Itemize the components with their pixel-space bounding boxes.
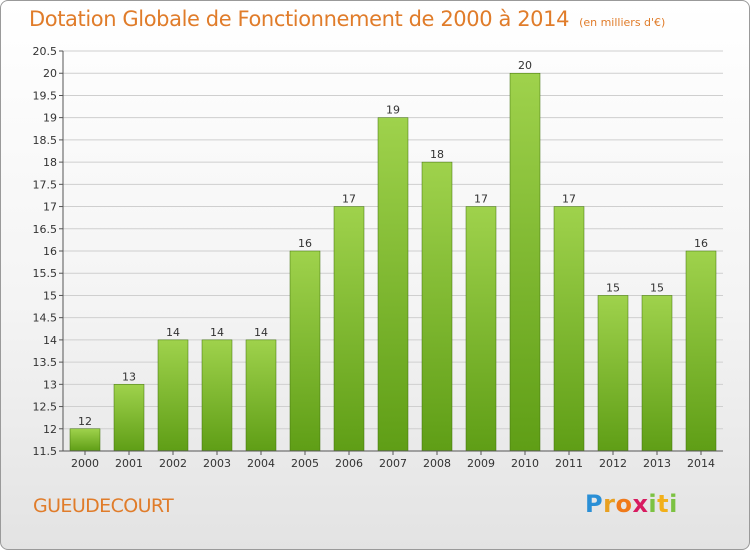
x-tick-label: 2013	[643, 457, 671, 470]
bar	[685, 250, 717, 452]
bar-value-label: 15	[606, 281, 620, 294]
bar-value-label: 14	[210, 326, 224, 339]
bar-value-label: 17	[474, 193, 488, 206]
bar	[157, 339, 189, 452]
bar-value-label: 19	[386, 104, 400, 117]
bar-value-label: 17	[562, 193, 576, 206]
bar-value-label: 14	[254, 326, 268, 339]
x-tick-label: 2008	[423, 457, 451, 470]
y-tick-label: 14.5	[33, 312, 58, 325]
bar	[333, 206, 365, 452]
x-tick-label: 2000	[71, 457, 99, 470]
y-tick-label: 15.5	[33, 267, 58, 280]
chart-title: Dotation Globale de Fonctionnement de 20…	[29, 7, 665, 31]
bar-value-label: 13	[122, 370, 136, 383]
bar	[641, 295, 673, 452]
y-tick-label: 18.5	[33, 134, 58, 147]
y-tick-label: 18	[43, 156, 57, 169]
x-tick-label: 2004	[247, 457, 275, 470]
bar	[289, 250, 321, 452]
bar	[465, 206, 497, 452]
bar	[377, 117, 409, 452]
bar	[597, 295, 629, 452]
title-text: Dotation Globale de Fonctionnement de 20…	[29, 7, 570, 31]
y-tick-label: 19.5	[33, 89, 58, 102]
y-tick-label: 19	[43, 112, 57, 125]
bar	[245, 339, 277, 452]
x-tick-label: 2014	[687, 457, 715, 470]
x-tick-label: 2005	[291, 457, 319, 470]
bar-value-label: 15	[650, 281, 664, 294]
unit-text: (en milliers d'€)	[579, 16, 666, 29]
x-tick-label: 2006	[335, 457, 363, 470]
x-tick-label: 2001	[115, 457, 143, 470]
x-tick-label: 2011	[555, 457, 583, 470]
y-tick-label: 20	[43, 67, 57, 80]
x-tick-label: 2002	[159, 457, 187, 470]
bar-value-label: 12	[78, 415, 92, 428]
bar	[553, 206, 585, 452]
x-tick-label: 2010	[511, 457, 539, 470]
bar	[69, 428, 101, 452]
y-tick-label: 12.5	[33, 401, 58, 414]
y-tick-label: 17.5	[33, 178, 58, 191]
y-tick-label: 12	[43, 423, 57, 436]
axes	[59, 50, 723, 455]
bar-value-label: 18	[430, 148, 444, 161]
y-tick-label: 15	[43, 289, 57, 302]
bar-value-label: 14	[166, 326, 180, 339]
bar-value-label: 17	[342, 193, 356, 206]
bar	[201, 339, 233, 452]
labels: 11.5 12 12.5 13 13.5 14 14.5 15 15.5 16 16.5 17 17.5…	[33, 45, 716, 470]
bar	[421, 161, 453, 452]
bars	[69, 72, 717, 452]
x-tick-label: 2012	[599, 457, 627, 470]
commune-name: GUEUDECOURT	[33, 495, 174, 517]
y-tick-label: 17	[43, 201, 57, 214]
bar-value-label: 20	[518, 59, 532, 72]
y-tick-label: 13.5	[33, 356, 58, 369]
x-tick-label: 2003	[203, 457, 231, 470]
y-tick-label: 16	[43, 245, 57, 258]
bar-value-label: 16	[298, 237, 312, 250]
y-tick-label: 11.5	[33, 445, 58, 458]
bar	[509, 72, 541, 452]
y-tick-label: 16.5	[33, 223, 58, 236]
bar	[113, 384, 145, 452]
y-tick-label: 14	[43, 334, 57, 347]
y-tick-label: 20.5	[33, 45, 58, 58]
bar-value-label: 16	[694, 237, 708, 250]
y-tick-label: 13	[43, 378, 57, 391]
proxiti-logo: Proxiti	[585, 490, 678, 518]
x-tick-label: 2007	[379, 457, 407, 470]
x-tick-label: 2009	[467, 457, 495, 470]
